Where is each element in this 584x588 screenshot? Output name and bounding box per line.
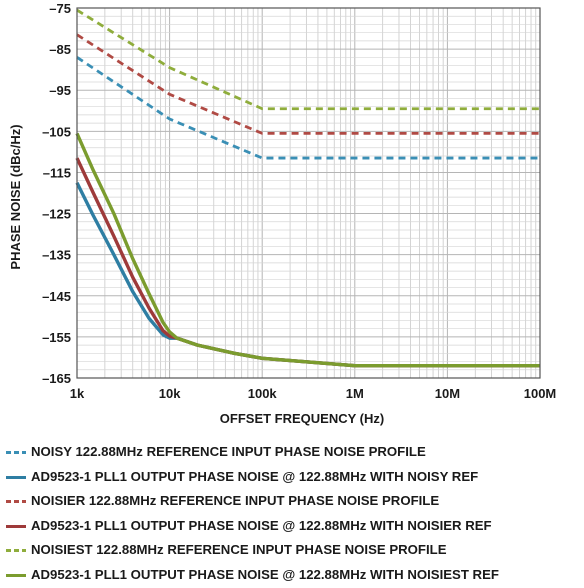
x-tick-label: 1M	[346, 386, 364, 401]
legend-swatch	[6, 500, 26, 504]
y-tick-label: –95	[49, 83, 71, 98]
x-tick-labels: 1k 10k 100k 1M 10M 100M	[70, 386, 557, 401]
y-tick-label: –155	[42, 330, 71, 345]
legend-swatch	[6, 573, 26, 577]
legend: NOISY 122.88MHz REFERENCE INPUT PHASE NO…	[6, 440, 584, 588]
legend-swatch	[6, 451, 26, 454]
y-tick-label: –165	[42, 371, 71, 386]
x-tick-label: 10k	[159, 386, 181, 401]
x-tick-label: 10M	[435, 386, 460, 401]
y-axis-label: PHASE NOISE (dBc/Hz)	[8, 124, 23, 269]
legend-item: NOISIER 122.88MHz REFERENCE INPUT PHASE …	[6, 489, 584, 514]
y-tick-label: –85	[49, 42, 71, 57]
legend-swatch	[6, 549, 26, 553]
legend-label: NOISIEST 122.88MHz REFERENCE INPUT PHASE…	[31, 542, 447, 558]
series-group	[75, 8, 540, 368]
legend-item: AD9523-1 PLL1 OUTPUT PHASE NOISE @ 122.8…	[6, 514, 584, 539]
legend-label: NOISY 122.88MHz REFERENCE INPUT PHASE NO…	[31, 444, 426, 459]
x-axis-label: OFFSET FREQUENCY (Hz)	[220, 411, 384, 426]
series-line	[75, 132, 540, 368]
y-tick-label: –75	[49, 1, 71, 16]
legend-swatch	[6, 524, 26, 528]
grid	[76, 7, 540, 379]
legend-label: NOISIER 122.88MHz REFERENCE INPUT PHASE …	[31, 493, 440, 509]
y-tick-label: –125	[42, 207, 71, 222]
legend-label: AD9523-1 PLL1 OUTPUT PHASE NOISE @ 122.8…	[31, 517, 492, 533]
legend-item: AD9523-1 PLL1 OUTPUT PHASE NOISE @ 122.8…	[6, 563, 584, 588]
legend-swatch	[6, 475, 26, 479]
y-tick-label: –135	[42, 248, 71, 263]
legend-label: AD9523-1 PLL1 OUTPUT PHASE NOISE @ 122.8…	[31, 468, 479, 484]
series-line	[75, 181, 540, 368]
y-tick-label: –105	[42, 124, 71, 139]
legend-item: AD9523-1 PLL1 OUTPUT PHASE NOISE @ 122.8…	[6, 465, 584, 490]
y-tick-labels: –75 –85 –95 –105 –115 –125 –135 –145 –155 –165	[42, 1, 71, 386]
x-tick-label: 100k	[248, 386, 278, 401]
y-tick-label: –115	[43, 165, 71, 180]
phase-noise-chart: –75 –85 –95 –105 –115 –125 –135 –145 –155 –165 1k…	[8, 1, 557, 426]
series-line	[76, 8, 540, 111]
y-tick-label: –145	[42, 289, 71, 304]
x-tick-label: 1k	[70, 386, 85, 401]
legend-item: NOISY 122.88MHz REFERENCE INPUT PHASE NO…	[6, 440, 584, 465]
series-line	[76, 33, 540, 135]
x-tick-label: 100M	[524, 386, 557, 401]
legend-label: AD9523-1 PLL1 OUTPUT PHASE NOISE @ 122.8…	[31, 566, 499, 582]
legend-item: NOISIEST 122.88MHz REFERENCE INPUT PHASE…	[6, 538, 584, 563]
plot-frame	[76, 7, 541, 379]
series-line	[76, 56, 540, 160]
